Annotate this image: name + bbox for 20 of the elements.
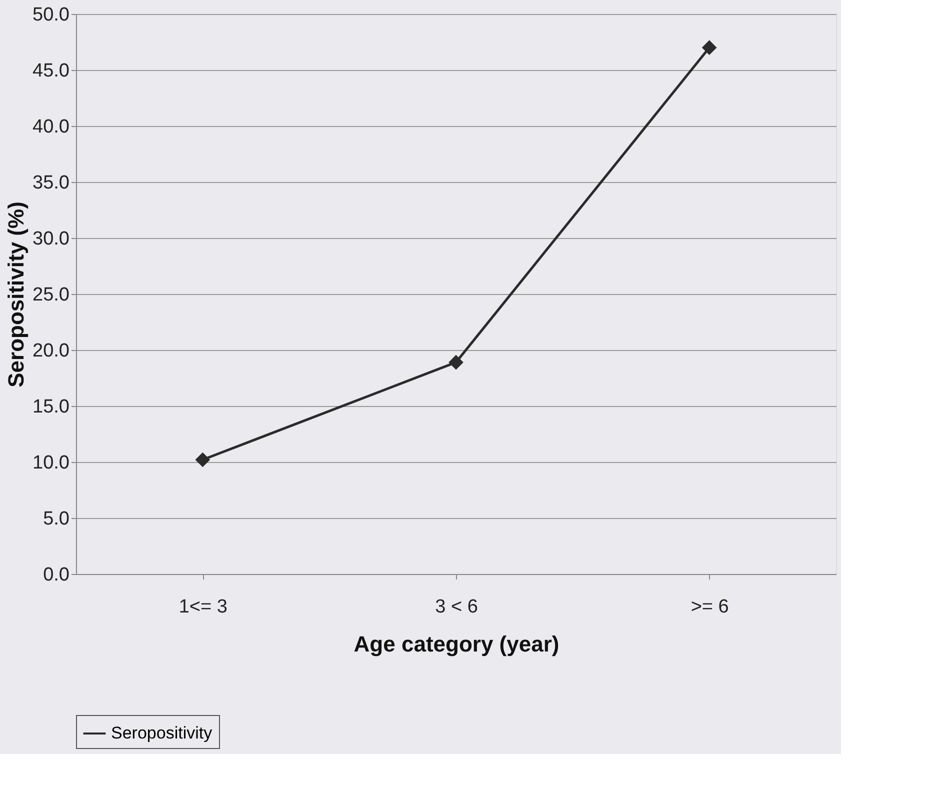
- y-tick-label: 35.0: [32, 172, 70, 194]
- y-tick-label: 20.0: [32, 340, 70, 362]
- y-tick-label: 45.0: [32, 60, 70, 82]
- point: [448, 354, 464, 370]
- y-tick-label: 30.0: [32, 228, 70, 250]
- y-tick-label: 0.0: [43, 564, 70, 586]
- x-tick-label: 1<= 3: [178, 596, 228, 618]
- legend-label: Seropositivity: [111, 724, 213, 742]
- y-tick-label: 40.0: [32, 116, 70, 138]
- y-tick-label: 50.0: [32, 4, 70, 26]
- x-tick-label: >= 6: [690, 596, 729, 618]
- point: [195, 452, 210, 468]
- y-tick-label: 10.0: [32, 452, 70, 474]
- x-tick-label: 3 < 6: [435, 596, 478, 618]
- y-tick-label: 5.0: [43, 508, 70, 530]
- x-axis-title: Age category (year): [354, 632, 560, 656]
- y-tick-label: 25.0: [32, 284, 70, 306]
- y-tick-label: 15.0: [32, 396, 70, 418]
- point: [702, 40, 717, 56]
- y-axis-title: Seropositivity (%): [4, 202, 29, 388]
